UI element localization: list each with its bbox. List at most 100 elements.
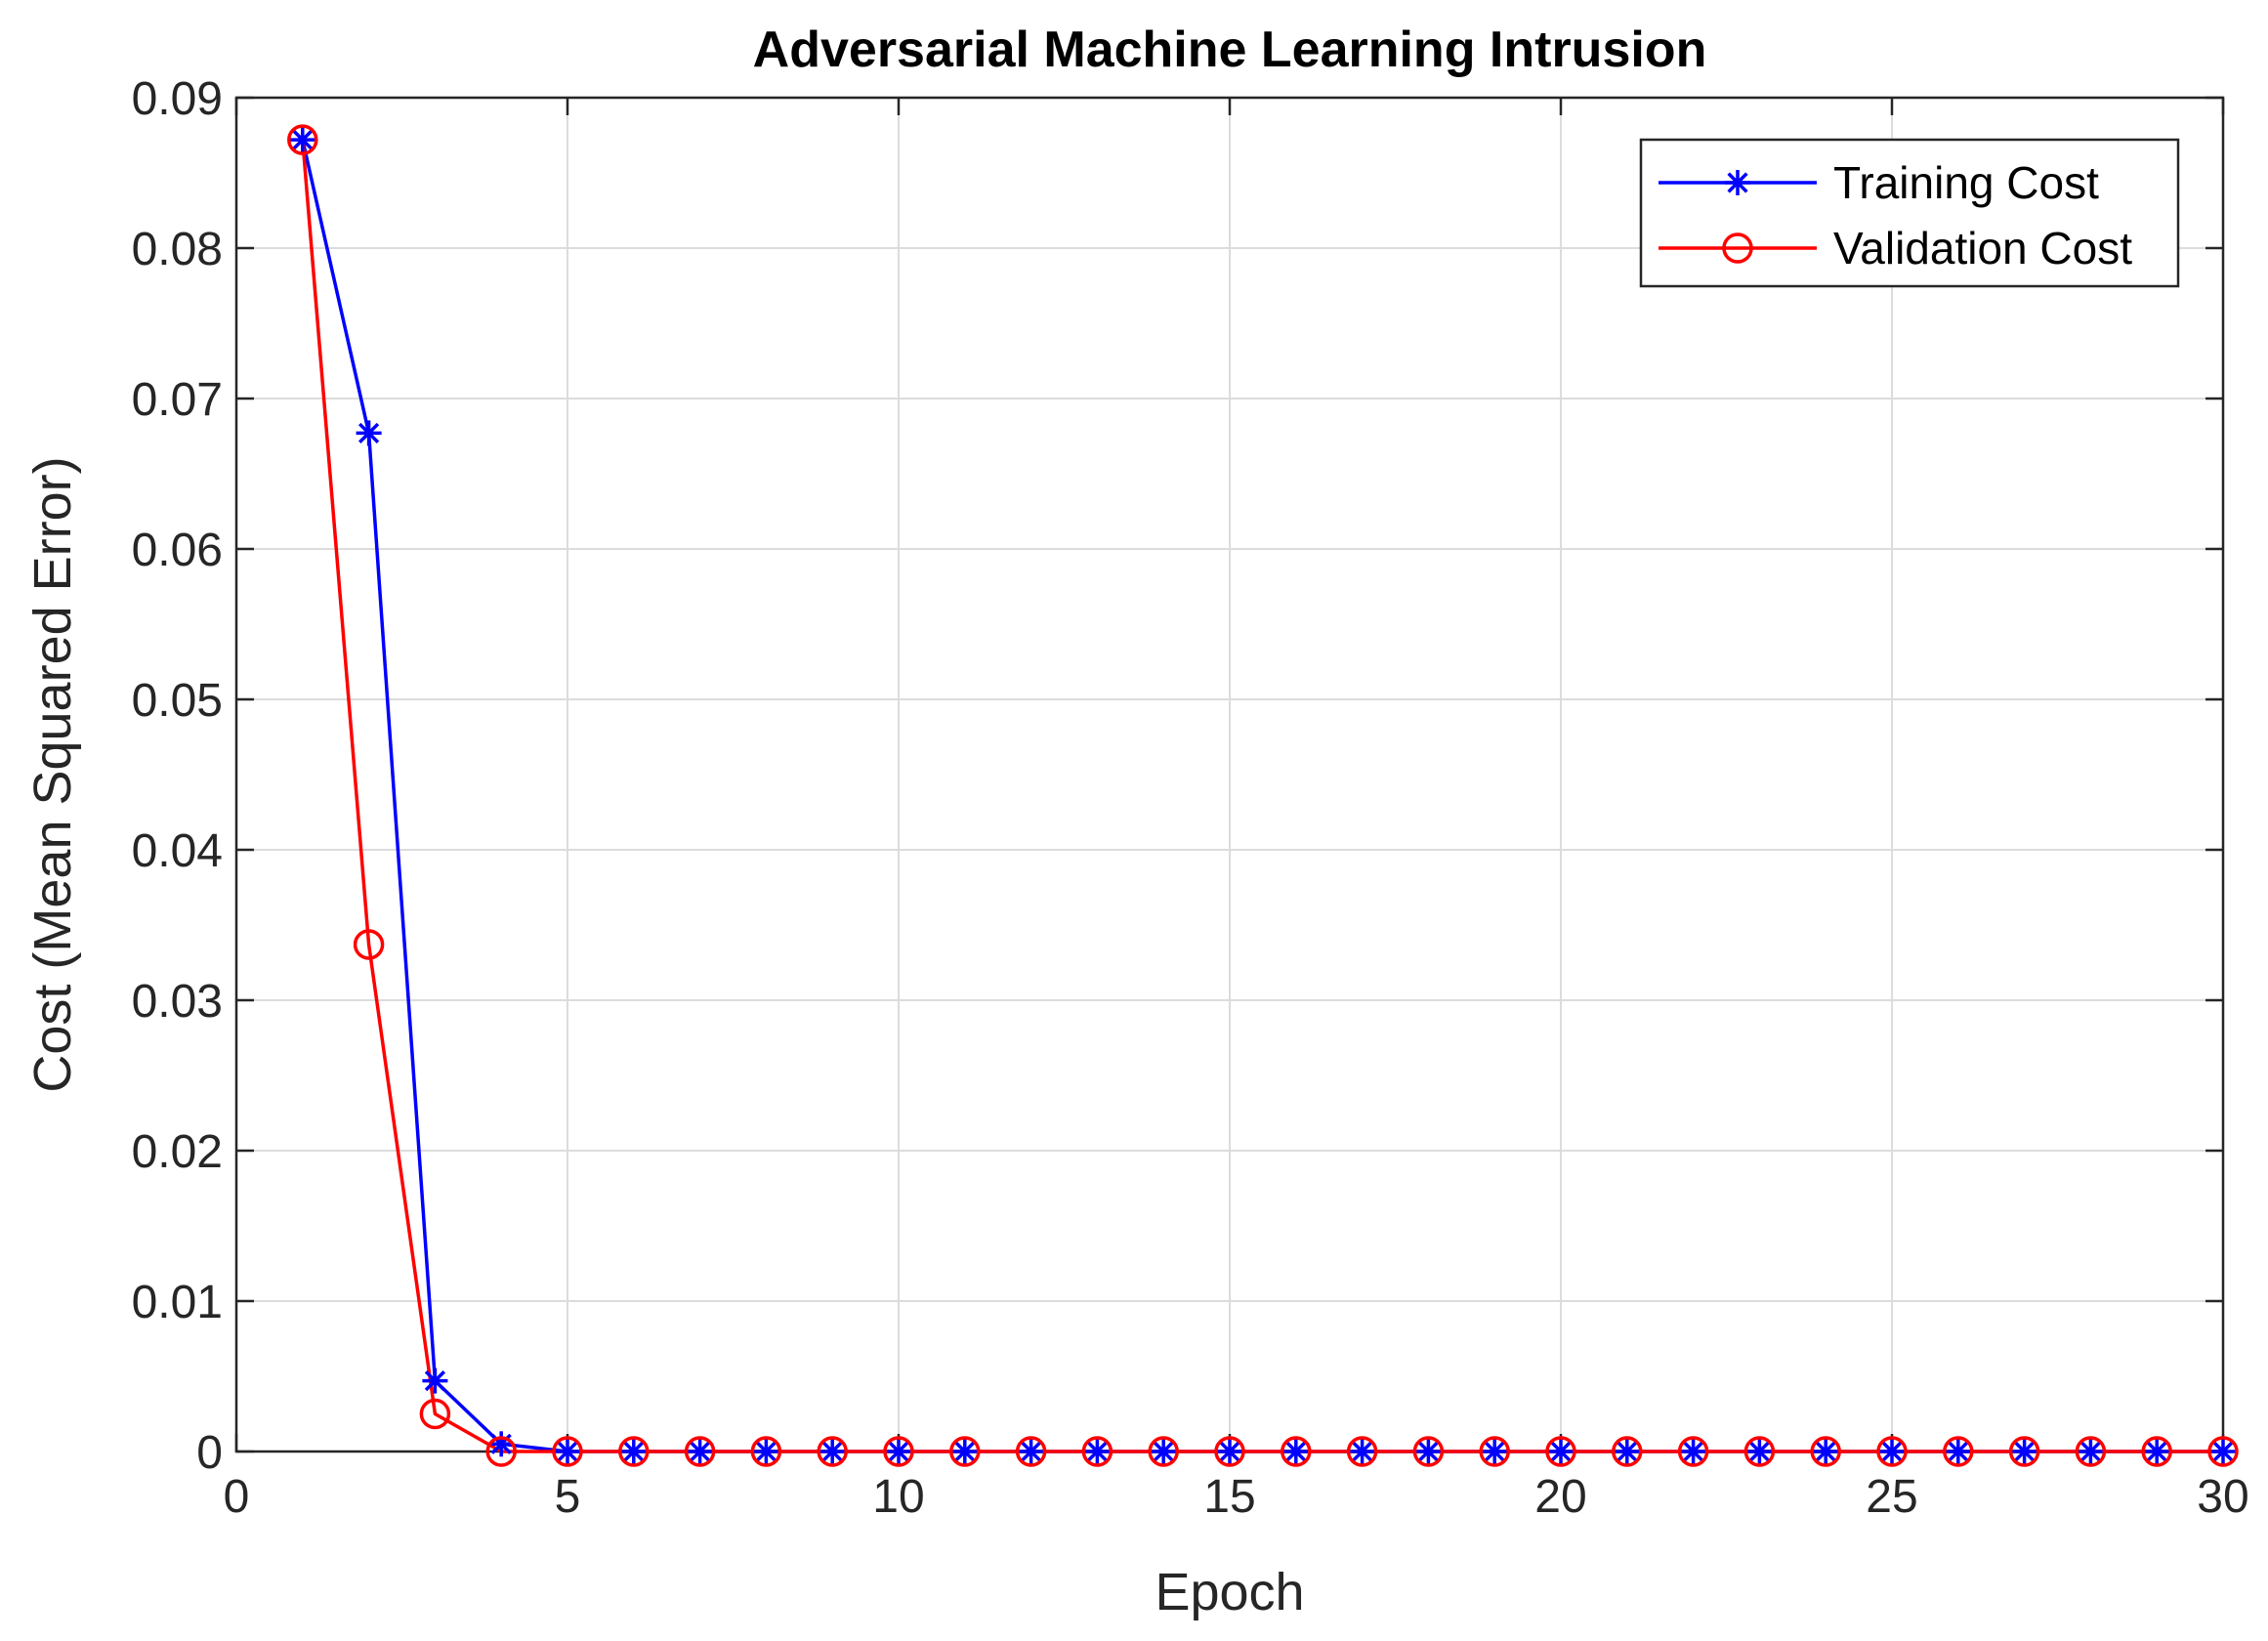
validation-cost-point xyxy=(1214,1436,1245,1467)
asterisk-stroke xyxy=(755,1441,777,1462)
training-cost-point xyxy=(886,1439,911,1464)
training-cost-point xyxy=(1945,1439,1971,1464)
asterisk-stroke xyxy=(1948,1441,1969,1462)
validation-cost-point xyxy=(1081,1436,1113,1467)
asterisk-stroke xyxy=(1086,1441,1108,1462)
validation-cost-markers xyxy=(287,124,2239,1467)
y-axis-label: Cost (Mean Squared Error) xyxy=(23,456,82,1092)
validation-cost-point xyxy=(1148,1436,1179,1467)
legend-entry-validation-cost: Validation Cost xyxy=(1659,223,2132,274)
training-cost-point xyxy=(1415,1439,1442,1464)
legend: Training Cost Validation Cost xyxy=(1639,138,2180,288)
asterisk-stroke xyxy=(888,1441,909,1462)
training-cost-point xyxy=(356,420,382,446)
training-cost-point xyxy=(1614,1439,1640,1464)
training-cost-point xyxy=(1282,1439,1309,1464)
y-tick-label: 0.06 xyxy=(132,525,223,576)
validation-cost-point xyxy=(419,1398,451,1430)
validation-cost-point xyxy=(883,1436,914,1467)
training-cost-point xyxy=(1482,1439,1508,1464)
training-cost-point xyxy=(687,1439,713,1464)
asterisk-stroke xyxy=(690,1441,711,1462)
asterisk-stroke xyxy=(2079,1441,2101,1462)
training-cost-point xyxy=(1548,1439,1574,1464)
legend-label: Training Cost xyxy=(1833,157,2099,208)
asterisk-stroke xyxy=(1021,1441,1042,1462)
asterisk-stroke xyxy=(1153,1441,1174,1462)
asterisk-stroke xyxy=(358,422,380,444)
training-cost-point xyxy=(1746,1439,1773,1464)
validation-cost-point xyxy=(817,1436,848,1467)
validation-cost-point xyxy=(1943,1436,1974,1467)
x-tick-label: 5 xyxy=(555,1471,581,1523)
training-cost-point xyxy=(1813,1439,1839,1464)
x-tick-label: 30 xyxy=(2197,1471,2248,1523)
x-tick-label: 15 xyxy=(1203,1471,1255,1523)
validation-cost-point xyxy=(2008,1436,2040,1467)
validation-cost-point xyxy=(1281,1436,1312,1467)
y-tick-label: 0 xyxy=(196,1427,223,1479)
validation-cost-point xyxy=(287,124,318,155)
legend-marker xyxy=(1725,170,1750,195)
training-cost-point xyxy=(1680,1439,1706,1464)
asterisk-stroke xyxy=(557,1441,578,1462)
training-cost-point xyxy=(555,1439,580,1464)
asterisk-stroke xyxy=(1727,172,1748,193)
asterisk-stroke xyxy=(1815,1441,1836,1462)
asterisk-stroke xyxy=(1617,1441,1638,1462)
validation-cost-point xyxy=(2075,1436,2107,1467)
asterisk-stroke xyxy=(1484,1441,1505,1462)
validation-cost-point xyxy=(552,1436,583,1467)
x-tick-label: 25 xyxy=(1866,1471,1917,1523)
asterisk-stroke xyxy=(1550,1441,1572,1462)
validation-cost-point xyxy=(485,1436,517,1467)
grid-lines xyxy=(236,98,2223,1452)
training-cost-point xyxy=(1084,1439,1111,1464)
training-cost-markers xyxy=(289,127,2236,1464)
validation-cost-point xyxy=(949,1436,981,1467)
legend-label: Validation Cost xyxy=(1833,223,2132,274)
asterisk-stroke xyxy=(1285,1441,1307,1462)
training-cost-point xyxy=(488,1431,515,1457)
training-cost-point xyxy=(2011,1439,2037,1464)
training-cost-point xyxy=(620,1439,647,1464)
training-cost-point xyxy=(1349,1439,1375,1464)
chart-title: Adversarial Machine Learning Intrusion xyxy=(753,21,1707,78)
asterisk-stroke xyxy=(1417,1441,1439,1462)
y-tick-label: 0.03 xyxy=(132,976,223,1028)
validation-cost-point xyxy=(1612,1436,1643,1467)
training-cost-point xyxy=(2144,1439,2170,1464)
validation-cost-point xyxy=(618,1436,650,1467)
validation-cost-point xyxy=(684,1436,716,1467)
validation-cost-point xyxy=(2207,1436,2239,1467)
y-tick-label: 0.05 xyxy=(132,675,223,727)
training-cost-point xyxy=(2078,1439,2104,1464)
validation-cost-point xyxy=(1743,1436,1776,1467)
training-cost-point xyxy=(753,1439,779,1464)
y-tick-label: 0.09 xyxy=(132,73,223,125)
validation-cost-point xyxy=(1479,1436,1510,1467)
asterisk-stroke xyxy=(1881,1441,1903,1462)
asterisk-stroke xyxy=(954,1441,976,1462)
validation-cost-point xyxy=(353,929,385,960)
validation-cost-point xyxy=(1015,1436,1047,1467)
training-cost-point xyxy=(1018,1439,1044,1464)
training-cost-point xyxy=(1151,1439,1177,1464)
series-layer xyxy=(287,124,2239,1467)
asterisk-stroke xyxy=(2212,1441,2234,1462)
training-cost-point xyxy=(819,1439,846,1464)
training-cost-point xyxy=(289,127,315,153)
validation-cost-point xyxy=(1810,1436,1841,1467)
training-cost-point xyxy=(951,1439,978,1464)
asterisk-stroke xyxy=(1219,1441,1240,1462)
x-axis-label: Epoch xyxy=(1155,1563,1304,1621)
training-cost-point xyxy=(1217,1439,1242,1464)
validation-cost-point xyxy=(1412,1436,1445,1467)
training-cost-point xyxy=(422,1368,448,1394)
training-cost-point xyxy=(2210,1439,2236,1464)
validation-cost-point xyxy=(1677,1436,1709,1467)
validation-cost-point xyxy=(750,1436,782,1467)
asterisk-stroke xyxy=(292,129,314,150)
